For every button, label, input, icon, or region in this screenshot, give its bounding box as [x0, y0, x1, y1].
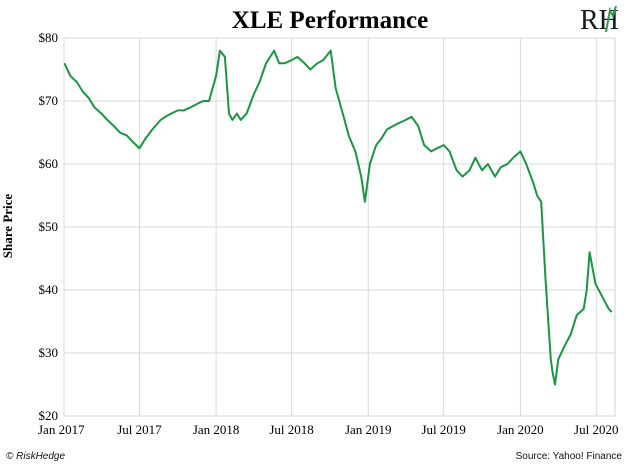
y-tick-label: $40	[39, 282, 59, 297]
x-tick-label: Jul 2020	[574, 422, 618, 437]
chart-title: XLE Performance	[232, 7, 428, 34]
footer-brand: © RiskHedge	[6, 451, 66, 462]
riskhedge-logo: RH	[578, 2, 620, 36]
x-axis: Jan 2017 Jul 2017 Jan 2018 Jul 2018 Jan 2019…	[38, 422, 618, 437]
y-axis-label: Share Price	[0, 194, 15, 259]
x-tick-label: Jan 2020	[497, 422, 544, 437]
x-tick-label: Jul 2018	[269, 422, 313, 437]
x-tick-label: Jul 2017	[117, 422, 162, 437]
x-tick-label: Jan 2019	[345, 422, 392, 437]
y-tick-label: $50	[39, 219, 59, 234]
y-tick-label: $70	[39, 93, 59, 108]
x-tick-label: Jan 2017	[38, 422, 85, 437]
y-axis: $20 $30 $40 $50 $60 $70 $80	[39, 30, 59, 423]
y-tick-label: $20	[39, 408, 59, 423]
y-tick-label: $60	[39, 156, 59, 171]
footer-source: Source: Yahoo! Finance	[515, 451, 622, 462]
x-tick-label: Jan 2018	[193, 422, 240, 437]
logo-text: RH	[580, 5, 619, 36]
y-tick-label: $30	[39, 345, 59, 360]
logo-arrow-icon	[605, 5, 617, 33]
grid	[63, 37, 616, 417]
x-tick-label: Jul 2019	[421, 422, 465, 437]
series-line	[63, 49, 613, 386]
y-tick-label: $80	[39, 30, 59, 45]
